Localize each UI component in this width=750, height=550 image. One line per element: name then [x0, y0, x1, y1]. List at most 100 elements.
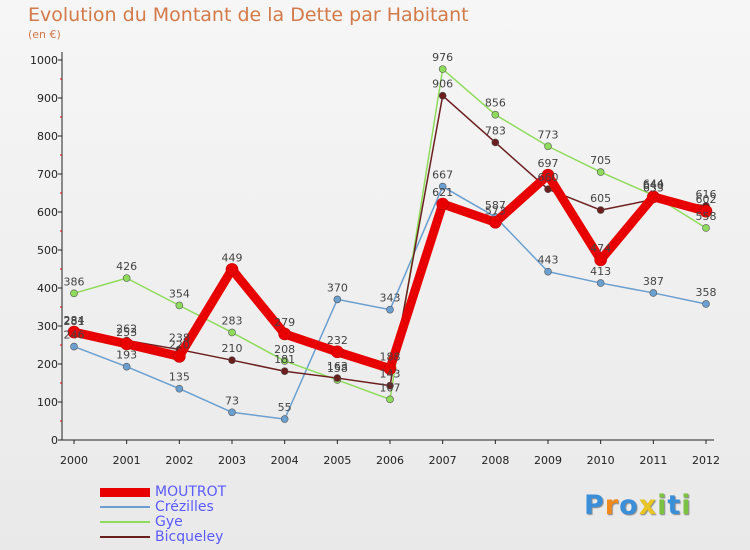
- data-point: [594, 253, 607, 267]
- data-label: 413: [590, 265, 611, 278]
- data-label: 621: [432, 186, 453, 199]
- data-label: 343: [380, 292, 401, 305]
- legend-swatch: [100, 487, 150, 497]
- y-tick-label: 200: [37, 358, 58, 371]
- data-label: 210: [222, 342, 243, 355]
- x-tick-label: 2012: [692, 454, 720, 467]
- data-label: 616: [696, 188, 717, 201]
- x-tick-label: 2005: [323, 454, 351, 467]
- data-label: 73: [225, 394, 239, 407]
- proxiti-logo: Proxiti: [584, 490, 692, 521]
- data-point: [541, 168, 555, 182]
- data-label: 644: [643, 177, 664, 190]
- y-tick-label: 300: [37, 320, 58, 333]
- data-label: 976: [432, 51, 453, 64]
- y-tick-label: 600: [37, 206, 58, 219]
- data-point: [596, 206, 605, 214]
- y-tick-label: 800: [37, 130, 58, 143]
- legend-label: Gye: [155, 514, 183, 530]
- x-tick-label: 2011: [639, 454, 667, 467]
- data-label: 354: [169, 287, 190, 300]
- data-label: 426: [116, 260, 137, 273]
- data-point: [702, 300, 710, 308]
- x-tick-label: 2009: [534, 454, 562, 467]
- data-point: [331, 345, 344, 359]
- y-tick-label: 500: [37, 244, 58, 257]
- data-point: [438, 65, 447, 73]
- data-point: [438, 91, 447, 100]
- data-point: [120, 337, 133, 351]
- data-point: [436, 197, 449, 211]
- data-point: [489, 215, 502, 229]
- axes: 0 100 200 300 400 500 600 700 800 900 1000 2000 2001…: [30, 52, 720, 467]
- data-point: [383, 362, 397, 375]
- data-label: 443: [538, 254, 559, 267]
- data-point: [647, 190, 660, 204]
- data-label: 143: [380, 368, 401, 381]
- data-label: 602: [696, 193, 717, 206]
- y-tick-label: 700: [37, 168, 58, 181]
- data-label: 232: [327, 334, 348, 347]
- data-point: [173, 350, 186, 363]
- x-tick-label: 2000: [60, 454, 88, 467]
- legend-label: Bicqueley: [155, 529, 224, 545]
- data-point: [333, 295, 342, 304]
- data-point: [278, 327, 291, 341]
- x-tick-label: 2003: [218, 454, 246, 467]
- legend-swatch: [100, 536, 150, 538]
- chart-title: Evolution du Montant de la Dette par Hab…: [28, 4, 469, 26]
- data-point: [544, 267, 552, 276]
- data-label: 605: [590, 192, 611, 205]
- data-point: [70, 289, 78, 298]
- x-tick-label: 2001: [113, 454, 141, 467]
- data-label: 283: [222, 314, 243, 327]
- data-label: 705: [590, 154, 611, 167]
- x-tick-label: 2004: [271, 454, 299, 467]
- x-tick-label: 2007: [429, 454, 457, 467]
- data-label: 474: [590, 242, 611, 255]
- data-label: 660: [538, 171, 559, 184]
- data-point: [122, 274, 131, 282]
- data-label: 55: [278, 401, 292, 414]
- data-label: 193: [116, 349, 137, 362]
- data-label: 246: [64, 329, 85, 342]
- data-point: [699, 204, 713, 218]
- data-point: [228, 328, 236, 337]
- data-label: 449: [222, 251, 243, 264]
- data-label: 208: [274, 343, 295, 356]
- data-label: 262: [116, 322, 137, 335]
- logo-letter: r: [604, 490, 620, 521]
- data-label: 107: [380, 381, 401, 394]
- data-point: [386, 305, 394, 314]
- data-point: [67, 325, 81, 339]
- data-label: 558: [696, 210, 717, 223]
- data-label: 370: [327, 281, 348, 294]
- data-label: 783: [485, 124, 506, 137]
- data-label: 253: [116, 326, 137, 339]
- data-point: [280, 357, 289, 365]
- data-label: 906: [432, 78, 453, 91]
- data-label: 181: [274, 353, 295, 366]
- legend-swatch: [100, 521, 150, 523]
- data-label: 697: [538, 157, 559, 170]
- data-point: [596, 168, 605, 176]
- data-point: [544, 142, 552, 151]
- data-label: 158: [327, 362, 348, 375]
- data-label: 633: [643, 181, 664, 194]
- data-point: [649, 289, 658, 297]
- data-label: 188: [380, 351, 401, 364]
- data-label: 667: [432, 169, 453, 182]
- data-point: [438, 182, 447, 191]
- x-tick-label: 2006: [376, 454, 404, 467]
- y-tick-label: 100: [37, 396, 58, 409]
- data-label: 135: [169, 371, 190, 384]
- data-label: 856: [485, 97, 506, 110]
- logo-letter: P: [584, 490, 605, 521]
- legend-swatch: [100, 506, 150, 508]
- data-point: [386, 381, 394, 390]
- x-tick-label: 2008: [481, 454, 509, 467]
- y-tick-label: 400: [37, 282, 58, 295]
- data-labels: 284 253 220 449 279 232 188 621 573 697 474 640 602 2…: [64, 51, 717, 414]
- y-tick-label: 1000: [30, 54, 58, 67]
- data-point: [280, 367, 289, 376]
